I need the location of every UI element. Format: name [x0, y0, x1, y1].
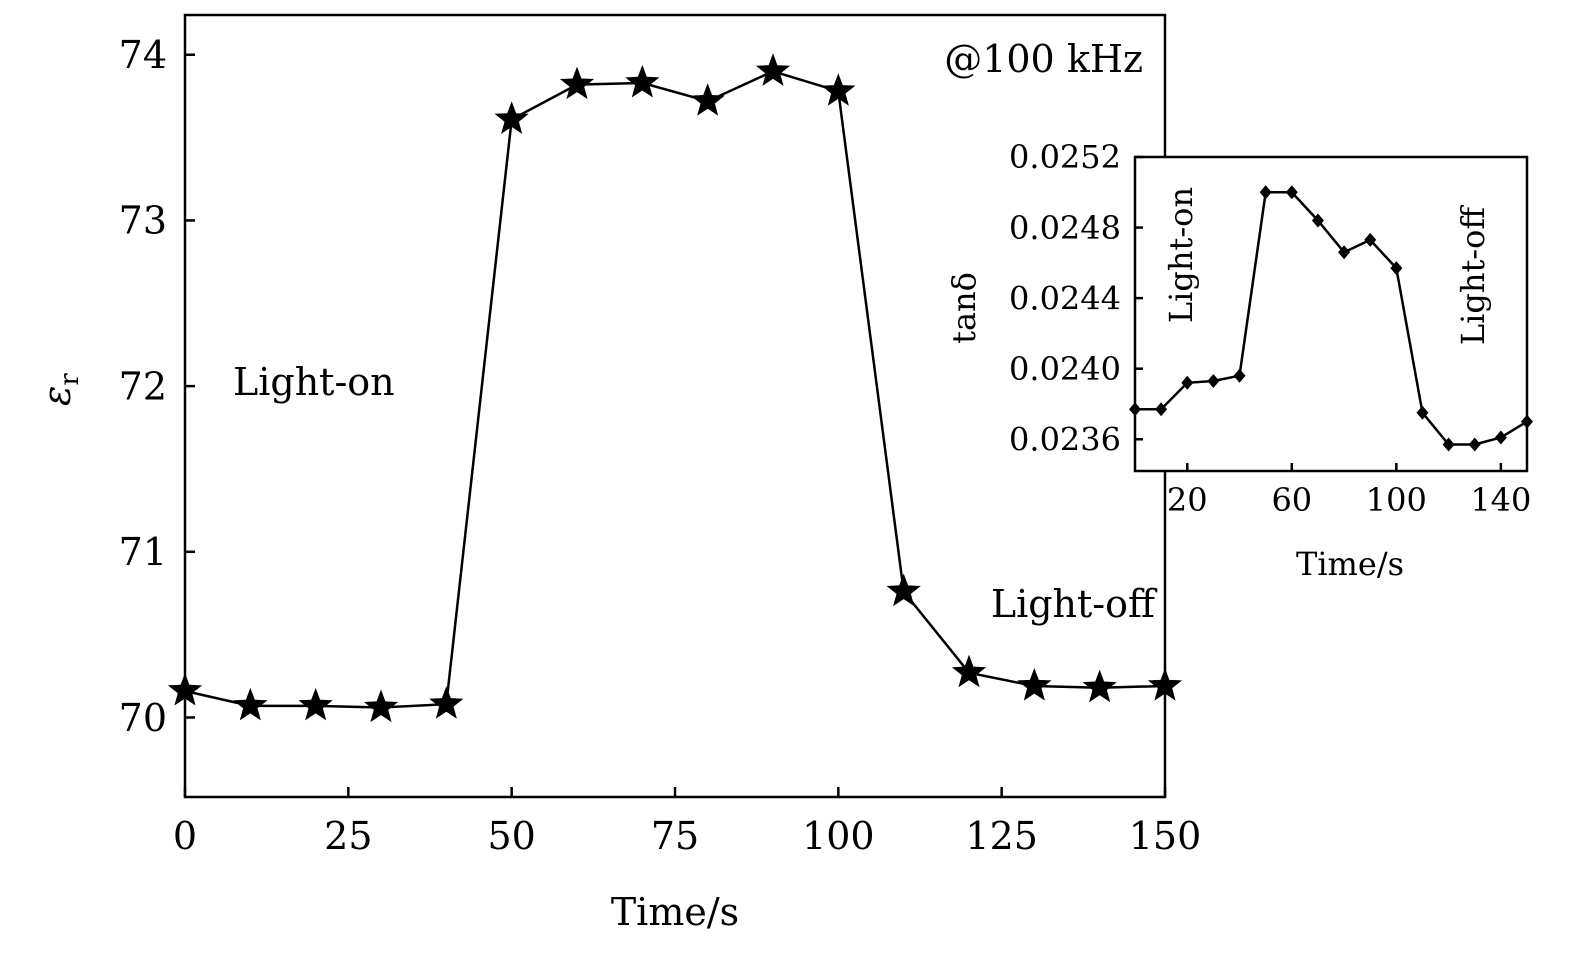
- x-tick-label: 0: [173, 814, 197, 858]
- data-point-diamond: [1311, 213, 1324, 228]
- data-point-diamond: [1468, 437, 1481, 452]
- data-point-star: [821, 73, 856, 106]
- x-tick-label: 100: [802, 814, 875, 858]
- series-line: [1135, 191, 1528, 446]
- data-point-diamond: [1416, 405, 1429, 420]
- inset-plot: 20 60 100 140 0.0236 0.0240 0.0244 0.0248 0.0252…: [945, 138, 1533, 583]
- x-axis-label: Time/s: [611, 890, 739, 934]
- x-tick-label: 25: [324, 814, 372, 858]
- data-point-star: [886, 573, 921, 607]
- x-tick-label: 60: [1271, 481, 1312, 519]
- data-point-star: [951, 654, 987, 688]
- data-point-star: [494, 101, 529, 134]
- data-point-diamond: [1364, 232, 1377, 247]
- data-point-diamond: [1521, 414, 1533, 429]
- data-point-diamond: [1259, 185, 1272, 200]
- data-point-star: [690, 83, 725, 116]
- y-tick-label: 71: [119, 530, 167, 574]
- x-tick-label: 140: [1470, 481, 1531, 519]
- y-axis-label-main: ε: [35, 386, 79, 406]
- plot-frame: [1133, 155, 1529, 473]
- data-point-diamond: [1207, 374, 1220, 389]
- data-point-diamond: [1338, 245, 1351, 260]
- data-point-diamond: [1442, 437, 1455, 452]
- x-tick-label: 150: [1129, 814, 1202, 858]
- data-point-star: [559, 66, 595, 100]
- data-point-star: [755, 53, 791, 86]
- x-tick-label: 50: [487, 814, 535, 858]
- data-point-diamond: [1390, 261, 1403, 276]
- y-tick-label: 0.0252: [1009, 138, 1121, 176]
- data-point-star: [298, 687, 333, 721]
- data-point-diamond: [1494, 430, 1507, 445]
- y-tick-label: 74: [119, 33, 167, 77]
- data-point-diamond: [1285, 185, 1298, 200]
- y-tick-label: 0.0236: [1009, 420, 1121, 458]
- x-tick-label: 100: [1366, 481, 1427, 519]
- data-point-diamond: [1155, 402, 1168, 417]
- data-point-star: [363, 689, 399, 723]
- data-point-diamond: [1233, 368, 1246, 383]
- data-point-star: [1082, 669, 1117, 703]
- x-tick-label: 125: [965, 814, 1038, 858]
- inset-x-axis-label: Time/s: [1296, 545, 1404, 583]
- annotation-light-off: Light-off: [991, 582, 1158, 626]
- data-point-diamond: [1181, 375, 1194, 390]
- data-point-star: [1017, 668, 1052, 701]
- y-tick-label: 0.0248: [1009, 209, 1121, 247]
- inset-annotation-light-off: Light-off: [1454, 205, 1492, 346]
- annotation-light-on: Light-on: [233, 360, 395, 404]
- data-point-star: [1147, 668, 1183, 701]
- data-point-diamond: [1129, 402, 1141, 417]
- annotation-frequency: @100 kHz: [944, 37, 1143, 81]
- data-point-star: [167, 673, 203, 706]
- x-tick-label: 75: [651, 814, 699, 858]
- data-point-star: [625, 64, 660, 98]
- main-plot: 0 25 50 75 100 125 150 70 71 72 73 74 Time/s εr @100 k…: [35, 13, 1202, 934]
- data-point-star: [429, 686, 464, 719]
- inset-annotation-light-on: Light-on: [1162, 187, 1200, 323]
- y-axis-label-group: εr: [35, 373, 85, 406]
- y-tick-label: 0.0244: [1009, 279, 1121, 317]
- y-tick-label: 0.0240: [1009, 350, 1121, 388]
- y-axis-label: εr: [35, 373, 85, 406]
- x-tick-label: 20: [1167, 481, 1208, 519]
- y-tick-label: 70: [119, 696, 167, 740]
- plot-frame: [183, 13, 1167, 799]
- series-line: [184, 69, 1166, 709]
- y-axis-label-subscript: r: [55, 373, 85, 386]
- inset-y-axis-label: tanδ: [945, 272, 983, 344]
- data-point-star: [233, 687, 268, 721]
- y-tick-label: 73: [119, 199, 167, 243]
- y-tick-label: 72: [119, 364, 167, 408]
